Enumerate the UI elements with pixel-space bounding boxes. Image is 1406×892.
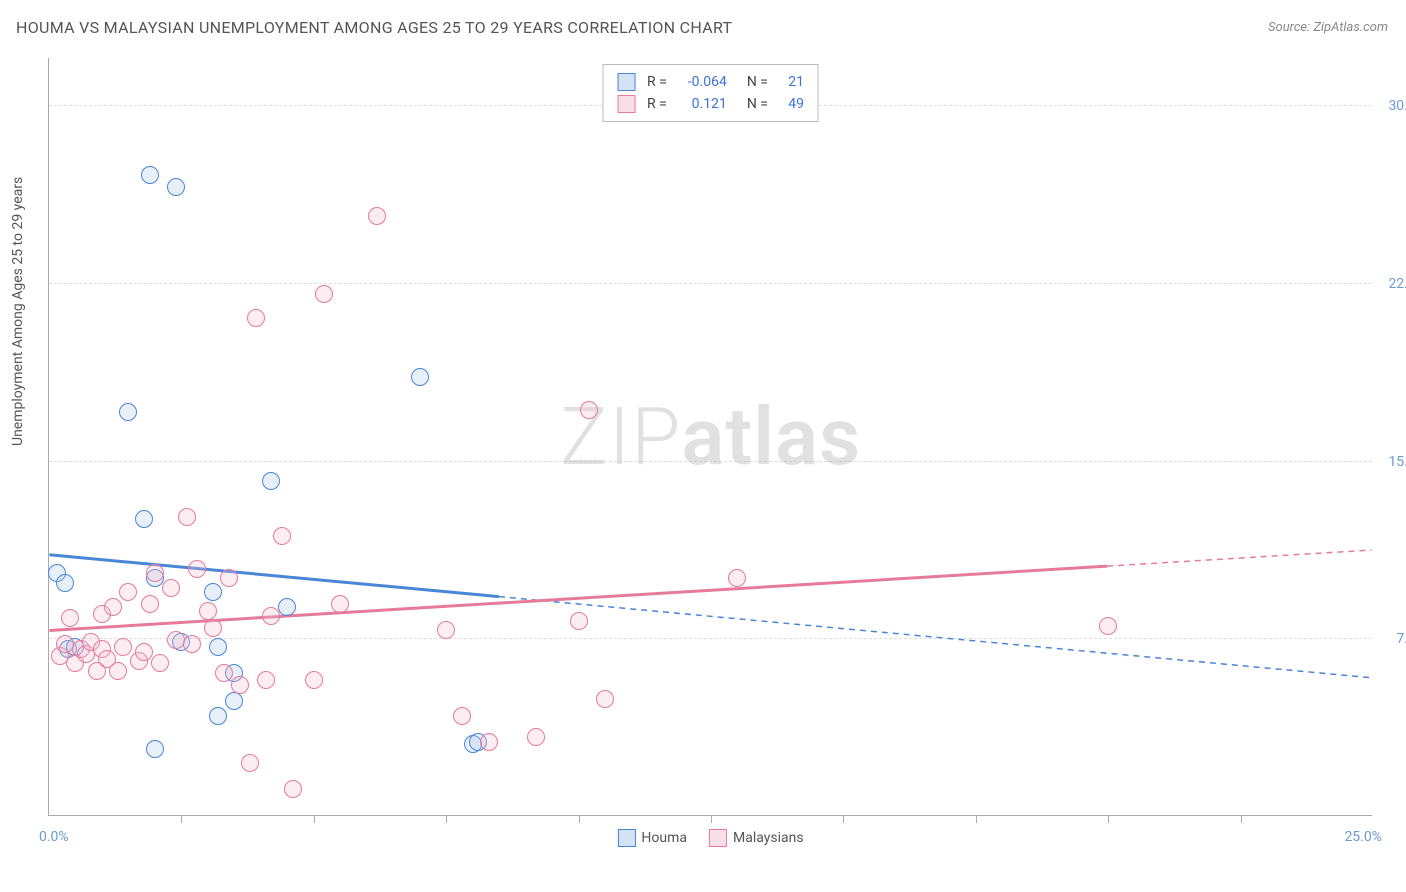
scatter-point-malaysians xyxy=(204,619,222,637)
scatter-point-malaysians xyxy=(247,309,265,327)
scatter-point-malaysians xyxy=(315,285,333,303)
swatch-houma xyxy=(617,829,635,847)
x-axis-min-label: 0.0% xyxy=(39,829,69,845)
gridline-h: 7.5% xyxy=(49,638,1372,639)
x-tick xyxy=(1108,815,1109,823)
plot-area: ZIPatlas R =-0.064N =21R =0.121N =49 0.0… xyxy=(48,58,1372,816)
chart-title: HOUMA VS MALAYSIAN UNEMPLOYMENT AMONG AG… xyxy=(16,18,732,37)
y-tick-label: 22.5% xyxy=(1378,276,1406,292)
scatter-point-houma xyxy=(262,472,280,490)
scatter-point-malaysians xyxy=(135,643,153,661)
scatter-point-malaysians xyxy=(580,401,598,419)
scatter-point-malaysians xyxy=(141,595,159,613)
swatch-houma xyxy=(617,73,635,91)
legend-item-houma: Houma xyxy=(617,829,687,847)
scatter-point-malaysians xyxy=(453,707,471,725)
regression-dashed-houma xyxy=(499,597,1372,678)
scatter-point-malaysians xyxy=(480,733,498,751)
x-axis-max-label: 25.0% xyxy=(1344,829,1382,845)
scatter-point-malaysians xyxy=(215,664,233,682)
scatter-point-malaysians xyxy=(437,621,455,639)
x-tick xyxy=(1241,815,1242,823)
x-tick xyxy=(579,815,580,823)
scatter-point-malaysians xyxy=(305,671,323,689)
y-axis-title: Unemployment Among Ages 25 to 29 years xyxy=(10,177,26,446)
scatter-point-malaysians xyxy=(104,598,122,616)
y-tick-label: 15.0% xyxy=(1378,454,1406,470)
scatter-point-houma xyxy=(225,692,243,710)
watermark: ZIPatlas xyxy=(560,390,861,484)
scatter-point-malaysians xyxy=(527,728,545,746)
regression-dashed-malaysians xyxy=(1107,550,1371,566)
gridline-h: 15.0% xyxy=(49,461,1372,462)
scatter-point-malaysians xyxy=(114,638,132,656)
scatter-point-houma xyxy=(56,574,74,592)
legend-series: Houma Malaysians xyxy=(617,829,803,847)
x-tick xyxy=(843,815,844,823)
y-tick-label: 7.5% xyxy=(1378,631,1406,647)
legend-stats: R =-0.064N =21R =0.121N =49 xyxy=(602,64,819,122)
scatter-point-malaysians xyxy=(596,690,614,708)
scatter-point-malaysians xyxy=(183,635,201,653)
scatter-point-houma xyxy=(209,707,227,725)
swatch-malaysians xyxy=(617,95,635,113)
x-tick xyxy=(446,815,447,823)
scatter-point-malaysians xyxy=(570,612,588,630)
scatter-point-malaysians xyxy=(331,595,349,613)
scatter-point-houma xyxy=(141,166,159,184)
legend-item-malaysians: Malaysians xyxy=(709,829,804,847)
scatter-point-malaysians xyxy=(199,602,217,620)
scatter-point-malaysians xyxy=(728,569,746,587)
scatter-point-malaysians xyxy=(61,609,79,627)
correlation-chart: HOUMA VS MALAYSIAN UNEMPLOYMENT AMONG AG… xyxy=(0,0,1406,892)
source-attribution: Source: ZipAtlas.com xyxy=(1268,20,1388,35)
scatter-point-houma xyxy=(119,403,137,421)
x-tick xyxy=(181,815,182,823)
scatter-point-malaysians xyxy=(188,560,206,578)
x-tick xyxy=(976,815,977,823)
scatter-point-houma xyxy=(278,598,296,616)
scatter-point-malaysians xyxy=(119,583,137,601)
scatter-point-malaysians xyxy=(231,676,249,694)
scatter-point-malaysians xyxy=(368,207,386,225)
scatter-point-houma xyxy=(146,740,164,758)
gridline-h: 22.5% xyxy=(49,283,1372,284)
scatter-point-malaysians xyxy=(151,654,169,672)
scatter-point-malaysians xyxy=(284,780,302,798)
x-tick xyxy=(711,815,712,823)
x-tick xyxy=(314,815,315,823)
scatter-point-houma xyxy=(167,178,185,196)
scatter-point-malaysians xyxy=(146,564,164,582)
scatter-point-malaysians xyxy=(109,662,127,680)
scatter-point-malaysians xyxy=(1099,617,1117,635)
scatter-point-malaysians xyxy=(257,671,275,689)
scatter-point-houma xyxy=(209,638,227,656)
swatch-malaysians xyxy=(709,829,727,847)
scatter-point-houma xyxy=(135,510,153,528)
regression-lines xyxy=(49,58,1372,815)
legend-stat-row-houma: R =-0.064N =21 xyxy=(617,71,804,93)
scatter-point-malaysians xyxy=(262,607,280,625)
scatter-point-malaysians xyxy=(241,754,259,772)
scatter-point-houma xyxy=(411,368,429,386)
scatter-point-malaysians xyxy=(178,508,196,526)
scatter-point-houma xyxy=(204,583,222,601)
scatter-point-malaysians xyxy=(273,527,291,545)
regression-solid-houma xyxy=(49,555,499,597)
y-tick-label: 30.0% xyxy=(1378,98,1406,114)
scatter-point-malaysians xyxy=(162,579,180,597)
legend-stat-row-malaysians: R =0.121N =49 xyxy=(617,93,804,115)
scatter-point-malaysians xyxy=(220,569,238,587)
